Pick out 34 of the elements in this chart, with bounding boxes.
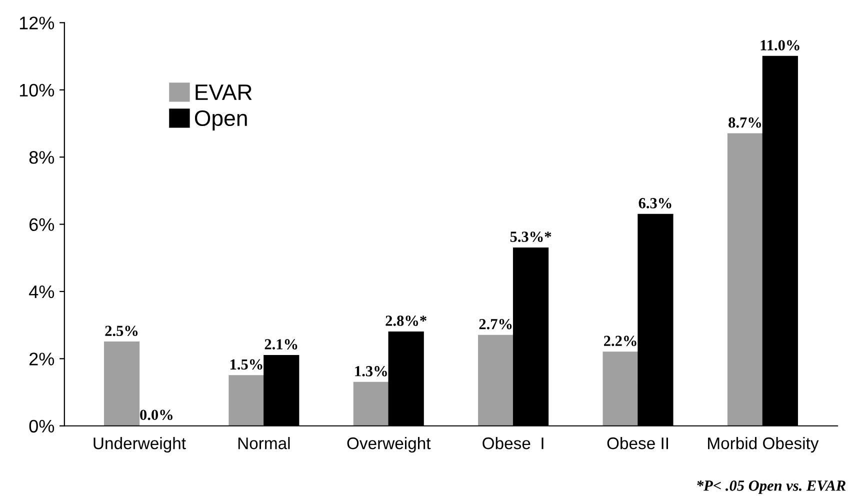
data-label: 1.3% bbox=[355, 366, 387, 376]
data-label: 11.0% bbox=[760, 40, 800, 50]
data-label: 2.1% bbox=[264, 339, 298, 350]
legend-label: EVAR bbox=[196, 84, 252, 100]
data-label: 2.5% bbox=[105, 326, 138, 336]
bar bbox=[478, 334, 514, 426]
x-tick-label: Morbid Obesity bbox=[708, 436, 819, 453]
data-label: 5.3%* bbox=[510, 232, 552, 242]
bar bbox=[104, 342, 140, 426]
data-label: 2.8%* bbox=[386, 316, 426, 326]
x-tick-label: Normal bbox=[238, 436, 290, 450]
x-tick-label: Overweight bbox=[347, 436, 431, 453]
x-tick-label: Obese II bbox=[607, 436, 668, 450]
legend-label: Open bbox=[194, 110, 247, 130]
data-label: 8.7% bbox=[728, 117, 762, 128]
data-label: 2.2% bbox=[604, 336, 636, 346]
data-label: 6.3% bbox=[638, 198, 672, 208]
y-tick-label: 12% bbox=[20, 16, 54, 30]
bar bbox=[727, 133, 764, 426]
x-tick-label: Obese I bbox=[482, 436, 544, 450]
y-tick-label: 6% bbox=[30, 218, 54, 231]
bar bbox=[228, 375, 264, 426]
bar bbox=[353, 382, 389, 426]
y-tick-label: 0% bbox=[29, 420, 54, 433]
data-label: 0.0% bbox=[140, 410, 172, 420]
y-tick-label: 8% bbox=[29, 151, 54, 164]
text: *P< .05 Open vs. EVAR bbox=[697, 480, 846, 494]
bar bbox=[602, 352, 638, 426]
data-label: 1.5% bbox=[230, 359, 262, 370]
data-label: 2.7% bbox=[479, 318, 512, 330]
y-tick-label: 10% bbox=[20, 84, 54, 97]
x-tick-label: Underweight bbox=[94, 436, 186, 453]
y-tick-label: 2% bbox=[30, 352, 54, 366]
y-tick-label: 4% bbox=[29, 285, 54, 298]
